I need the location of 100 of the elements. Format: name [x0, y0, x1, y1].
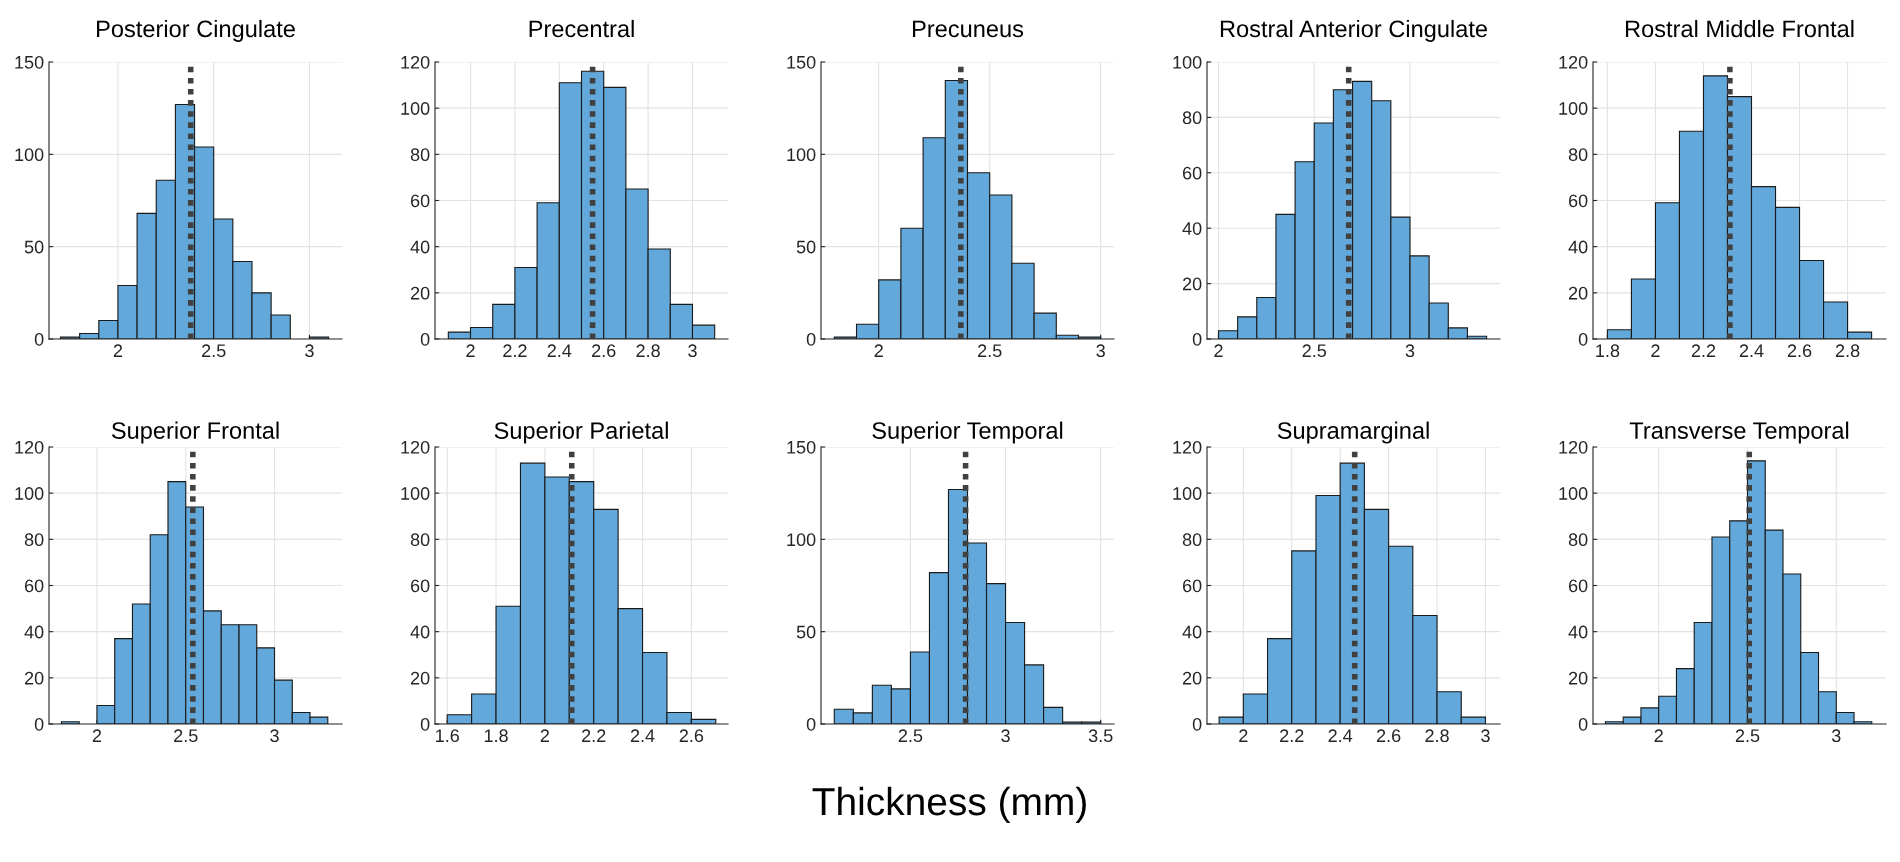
- y-tick-label: 0: [806, 717, 816, 731]
- y-tick-label: 20: [1568, 286, 1588, 300]
- y-tick-label: 120: [15, 440, 44, 454]
- y-tick-label: 60: [1182, 579, 1202, 593]
- y-tick-label: 60: [24, 579, 44, 593]
- y-tick-label: 100: [1559, 102, 1588, 115]
- x-tick-label: 2.8: [1425, 729, 1449, 743]
- chart-title: Precuneus: [913, 20, 1024, 38]
- y-tick-label: 50: [796, 240, 816, 254]
- x-tick-label: 2.8: [1835, 344, 1860, 358]
- x-tick-label: 2: [874, 344, 883, 357]
- x-tick-label: 2: [1654, 729, 1663, 742]
- y-tick-label: 100: [1173, 55, 1202, 69]
- x-tick-label: 2: [92, 729, 102, 742]
- y-tick-label: 150: [787, 55, 816, 69]
- y-tick-label: 80: [1182, 533, 1202, 547]
- y-tick-label: 100: [1559, 487, 1588, 500]
- x-tick-label: 1.8: [484, 729, 508, 743]
- x-tick-label: 2.8: [636, 344, 660, 358]
- y-tick-label: 50: [24, 240, 44, 254]
- x-tick-label: 3: [305, 344, 314, 358]
- y-tick-label: 60: [1568, 579, 1588, 593]
- y-tick-label: 120: [1173, 440, 1202, 454]
- x-tick-label: 2.2: [1280, 729, 1304, 742]
- y-tick-label: 80: [24, 533, 44, 547]
- y-tick-label: 60: [1182, 166, 1202, 180]
- x-tick-label: 2: [1651, 344, 1660, 357]
- x-tick-label: 2.6: [679, 729, 704, 743]
- y-tick-label: 0: [1578, 717, 1588, 731]
- x-tick-label: 2.6: [592, 344, 616, 358]
- x-tick-label: 2.6: [1787, 344, 1812, 358]
- y-tick-label: 100: [401, 487, 430, 500]
- y-tick-label: 50: [796, 625, 816, 639]
- y-tick-label: 40: [410, 625, 430, 639]
- x-tick-label: 3: [1001, 729, 1010, 743]
- y-tick-label: 150: [15, 55, 44, 69]
- x-tick-label: 3: [1831, 729, 1841, 743]
- x-tick-label: 3: [270, 729, 279, 743]
- y-tick-label: 40: [1568, 625, 1588, 639]
- x-tick-label: 2.4: [630, 729, 655, 742]
- y-tick-label: 0: [420, 332, 430, 346]
- y-tick-label: 40: [410, 240, 430, 254]
- y-tick-label: 100: [401, 102, 430, 115]
- x-tick-label: 2: [113, 344, 123, 357]
- x-tick-label: 2.2: [1691, 344, 1716, 357]
- y-tick-label: 0: [34, 332, 44, 346]
- x-tick-label: 2.5: [174, 729, 198, 743]
- chart-title: Supramarginal: [1277, 421, 1429, 444]
- x-tick-label: 2.5: [202, 344, 226, 358]
- x-tick-label: 3: [1405, 344, 1415, 358]
- y-tick-label: 40: [24, 625, 44, 639]
- y-tick-label: 60: [410, 194, 430, 208]
- x-tick-label: 2: [540, 729, 549, 742]
- y-tick-label: 0: [1192, 332, 1202, 346]
- y-tick-label: 20: [410, 286, 430, 300]
- x-tick-label: 2.4: [547, 344, 572, 357]
- y-tick-label: 150: [787, 440, 816, 454]
- x-tick-label: 2.5: [978, 344, 1002, 358]
- x-tick-label: 2.4: [1328, 729, 1353, 742]
- y-tick-label: 20: [1182, 671, 1202, 685]
- x-tick-label: 3.5: [1088, 729, 1113, 743]
- y-tick-label: 0: [806, 332, 816, 346]
- chart-title: Transverse Temporal: [1629, 421, 1849, 444]
- y-tick-label: 120: [1559, 55, 1588, 69]
- text: Thickness (mm): [812, 786, 1086, 824]
- y-tick-label: 100: [15, 487, 44, 500]
- x-tick-label: 3: [1096, 344, 1105, 358]
- y-tick-label: 0: [34, 717, 44, 731]
- y-tick-label: 40: [1568, 240, 1588, 254]
- y-tick-label: 60: [410, 579, 430, 593]
- x-tick-label: 2: [1239, 729, 1248, 742]
- x-tick-label: 2.2: [582, 729, 606, 742]
- y-tick-label: 80: [410, 148, 430, 162]
- y-tick-label: 20: [1182, 277, 1202, 291]
- chart-title: Rostral Anterior Cingulate: [1220, 19, 1487, 42]
- chart-title: Superior Temporal: [872, 421, 1063, 444]
- y-tick-label: 40: [1182, 625, 1202, 639]
- y-tick-label: 80: [1568, 533, 1588, 547]
- y-tick-label: 20: [1568, 671, 1588, 685]
- y-tick-label: 100: [787, 148, 816, 162]
- chart-title: Superior Frontal: [111, 421, 279, 444]
- y-tick-label: 120: [401, 55, 430, 69]
- y-tick-label: 100: [15, 148, 44, 162]
- chart-title: Superior Parietal: [494, 421, 668, 444]
- x-tick-label: 2: [466, 344, 475, 357]
- y-tick-label: 40: [1182, 222, 1202, 235]
- chart-title: Rostral Middle Frontal: [1625, 19, 1854, 38]
- x-tick-label: 2: [1214, 344, 1223, 357]
- y-tick-label: 100: [1173, 487, 1202, 500]
- y-tick-label: 120: [1559, 440, 1588, 454]
- y-tick-label: 0: [1192, 717, 1202, 731]
- x-tick-label: 1.8: [1596, 344, 1620, 358]
- y-tick-label: 100: [787, 533, 816, 547]
- y-tick-label: 80: [410, 533, 430, 547]
- y-tick-label: 0: [420, 717, 430, 731]
- y-tick-label: 60: [1568, 194, 1588, 208]
- y-tick-label: 80: [1568, 148, 1588, 162]
- y-tick-label: 80: [1182, 111, 1202, 125]
- x-tick-label: 2.4: [1739, 344, 1764, 357]
- y-tick-label: 20: [24, 671, 44, 685]
